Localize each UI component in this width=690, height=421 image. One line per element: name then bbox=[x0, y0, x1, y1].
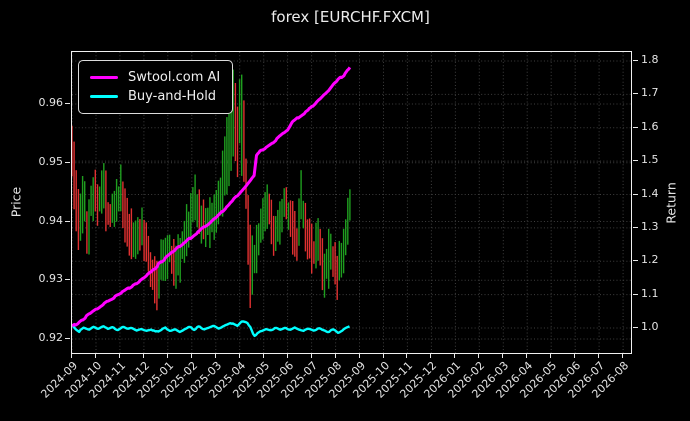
x-tick-mark bbox=[502, 354, 504, 358]
x-tick-mark bbox=[118, 354, 120, 358]
y-tick-mark-right bbox=[633, 327, 638, 328]
x-tick-mark bbox=[286, 354, 288, 358]
y-tick-label-right: 1.3 bbox=[641, 219, 659, 233]
y-tick-mark-right bbox=[633, 260, 638, 262]
y-tick-label-left: 0.94 bbox=[38, 213, 64, 227]
y-tick-label-left: 0.92 bbox=[38, 331, 64, 344]
x-tick-mark bbox=[358, 354, 360, 358]
x-tick-mark bbox=[454, 354, 456, 358]
chart-title: forex [EURCHF.FXCM] bbox=[271, 8, 430, 26]
x-tick-mark bbox=[406, 354, 408, 358]
y-tick-label-right: 1.1 bbox=[641, 286, 659, 300]
x-tick-mark bbox=[238, 354, 240, 358]
x-tick-mark bbox=[574, 354, 576, 358]
plot-area: Swtool.com AI Buy-and-Hold bbox=[71, 51, 632, 354]
x-tick-mark bbox=[478, 354, 480, 358]
ai-line-swatch-icon bbox=[90, 75, 118, 80]
right-axis-label: Return bbox=[663, 182, 679, 224]
y-tick-mark-right bbox=[633, 226, 638, 228]
x-tick-mark bbox=[71, 354, 72, 358]
x-tick-mark bbox=[95, 354, 96, 358]
y-tick-label-right: 1.7 bbox=[641, 86, 659, 100]
y-tick-mark-left bbox=[65, 279, 70, 281]
y-tick-label-left: 0.93 bbox=[38, 272, 64, 286]
y-tick-mark-left bbox=[65, 103, 70, 104]
legend-item-ai: Swtool.com AI bbox=[90, 69, 220, 86]
x-tick-mark bbox=[142, 354, 144, 358]
x-tick-mark bbox=[550, 354, 552, 358]
x-tick-mark bbox=[166, 354, 168, 358]
y-tick-mark-left bbox=[65, 338, 70, 339]
y-tick-label-left: 0.95 bbox=[38, 154, 64, 168]
legend-label-ai: Swtool.com AI bbox=[128, 70, 221, 85]
x-tick-mark bbox=[430, 354, 432, 358]
y-tick-label-right: 1.2 bbox=[641, 253, 659, 267]
x-tick-mark bbox=[214, 354, 216, 358]
y-tick-label-right: 1.4 bbox=[641, 186, 659, 200]
x-tick-mark bbox=[334, 354, 336, 358]
x-tick-mark bbox=[622, 354, 624, 358]
y-tick-mark-right bbox=[633, 160, 638, 162]
x-tick-mark bbox=[526, 354, 528, 358]
y-tick-mark-left bbox=[65, 161, 70, 163]
y-tick-label-right: 1.5 bbox=[641, 153, 659, 167]
y-tick-mark-right bbox=[633, 193, 638, 195]
legend: Swtool.com AI Buy-and-Hold bbox=[78, 60, 234, 114]
legend-item-bh: Buy-and-Hold bbox=[90, 88, 220, 105]
x-tick-mark bbox=[262, 354, 264, 358]
x-tick-mark bbox=[598, 354, 600, 358]
y-tick-label-left: 0.96 bbox=[38, 96, 64, 109]
x-tick-mark bbox=[382, 354, 384, 358]
y-tick-mark-right bbox=[633, 293, 638, 295]
y-tick-label-right: 1.8 bbox=[641, 53, 659, 66]
bh-line-swatch-icon bbox=[90, 94, 118, 99]
x-tick-mark bbox=[190, 354, 192, 358]
x-tick-mark bbox=[310, 354, 312, 358]
y-tick-mark-right bbox=[633, 93, 638, 95]
legend-label-bh: Buy-and-Hold bbox=[128, 89, 217, 104]
y-tick-mark-left bbox=[65, 220, 70, 222]
y-tick-label-right: 1.6 bbox=[641, 119, 659, 133]
y-tick-label-right: 1.0 bbox=[641, 320, 659, 333]
y-tick-mark-right bbox=[633, 126, 638, 128]
y-tick-mark-right bbox=[633, 60, 638, 61]
